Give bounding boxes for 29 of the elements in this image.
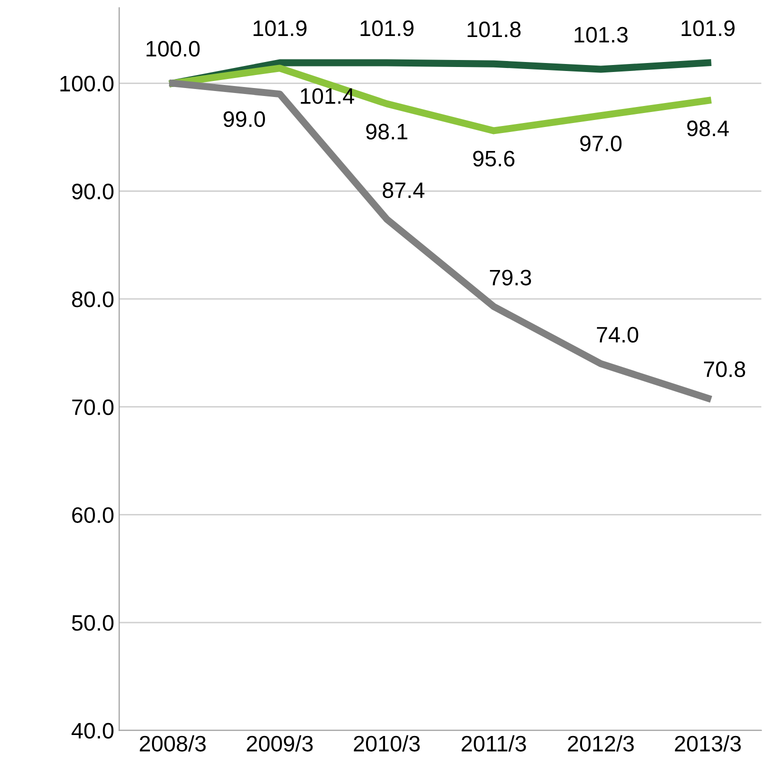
data-label: 98.1 — [366, 124, 408, 140]
y-tick-label: 60.0 — [72, 507, 114, 523]
data-label: 101.3 — [574, 26, 628, 43]
y-tick-label: 50.0 — [72, 615, 114, 631]
data-label: 101.8 — [468, 22, 521, 38]
data-label: 87.4 — [382, 182, 424, 198]
y-tick-label: 100.0 — [60, 76, 114, 92]
data-label: 101.9 — [254, 20, 306, 36]
data-label: 95.6 — [473, 150, 514, 166]
x-tick-label: 2012/3 — [568, 735, 634, 752]
x-tick-label: 2013/3 — [674, 735, 741, 752]
x-tick-label: 2010/3 — [354, 735, 420, 752]
x-tick-label: 2011/3 — [462, 735, 526, 752]
y-tick-label: 70.0 — [72, 399, 114, 416]
data-label: 98.4 — [687, 120, 729, 136]
y-tick-label: 80.0 — [72, 292, 114, 308]
data-label: 101.4 — [300, 88, 354, 104]
data-label: 79.3 — [490, 270, 532, 286]
data-label: 101.9 — [682, 20, 735, 36]
y-tick-label: 40.0 — [72, 722, 114, 739]
data-label: 97.0 — [580, 136, 622, 152]
data-label: 100.0 — [146, 40, 200, 57]
x-tick-label: 2008/3 — [140, 735, 206, 752]
data-label: 74.0 — [596, 326, 638, 343]
data-label: 99.0 — [224, 111, 265, 128]
y-tick-label: 90.0 — [72, 184, 114, 200]
data-label: 101.9 — [360, 20, 414, 36]
data-label: 70.8 — [704, 361, 746, 378]
x-tick-label: 2009/3 — [246, 735, 313, 752]
